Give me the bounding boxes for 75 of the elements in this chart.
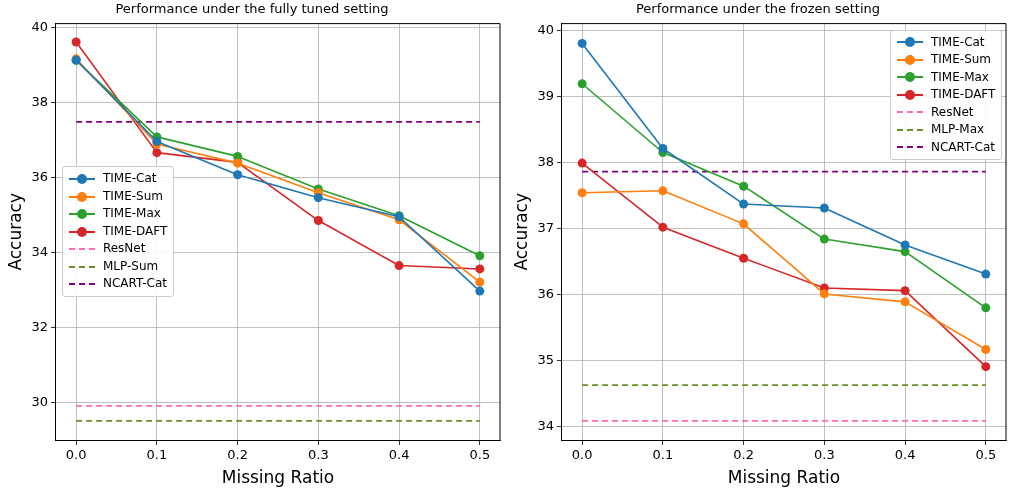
point	[819, 234, 829, 244]
legend-label: TIME-Max	[102, 205, 161, 223]
x-axis-title: Missing Ratio	[727, 467, 841, 488]
legend-label: TIME-Sum	[931, 51, 992, 69]
point	[577, 38, 587, 48]
x-tick-label: 0.0	[571, 447, 593, 463]
point	[152, 148, 162, 158]
point	[475, 286, 485, 296]
chart-title: Performance under the frozen setting	[635, 1, 881, 17]
point	[313, 193, 323, 203]
point	[900, 286, 910, 296]
point	[981, 344, 991, 354]
legend-label: MLP-Max	[931, 121, 985, 139]
point	[819, 203, 829, 213]
y-tick-label: 32	[31, 318, 48, 334]
x-axis-title: Missing Ratio	[221, 467, 335, 488]
legend-label: TIME-Max	[931, 68, 989, 86]
y-tick-label: 30	[31, 393, 48, 409]
point	[71, 37, 81, 47]
chart-title: Performance under the fully tuned setting	[115, 1, 389, 17]
point	[739, 219, 749, 229]
x-tick-label: 0.5	[975, 447, 997, 463]
legend-label: TIME-Cat	[102, 170, 157, 188]
legend-label: ResNet	[102, 240, 146, 258]
point	[739, 253, 749, 263]
y-tick-label: 34	[31, 243, 48, 259]
legend-label: TIME-Cat	[931, 33, 985, 51]
legend-label: ResNet	[931, 103, 974, 121]
legend-label: TIME-Sum	[102, 187, 163, 205]
x-tick-label: 0.5	[469, 447, 491, 463]
point	[819, 289, 829, 299]
x-tick-label: 0.2	[227, 447, 248, 463]
point	[981, 269, 991, 279]
point	[658, 186, 668, 196]
y-tick-label: 36	[31, 168, 48, 184]
legend-label: TIME-DAFT	[102, 222, 168, 240]
legend-label: TIME-DAFT	[931, 86, 996, 104]
y-tick-label: 40	[537, 21, 554, 37]
y-tick-label: 40	[31, 18, 48, 34]
x-tick-label: 0.3	[308, 447, 329, 463]
y-tick-label: 38	[537, 153, 554, 169]
legend-label: MLP-Sum	[102, 257, 159, 275]
x-tick-label: 0.4	[894, 447, 916, 463]
x-tick-label: 0.2	[733, 447, 754, 463]
x-tick-label: 0.3	[814, 447, 835, 463]
point	[475, 264, 485, 274]
x-tick-label: 0.1	[652, 447, 674, 463]
y-axis-title: Accuracy	[510, 192, 531, 271]
x-tick-label: 0.4	[388, 447, 410, 463]
point	[900, 297, 910, 307]
y-tick-label: 39	[537, 87, 554, 103]
point	[475, 251, 485, 261]
legend-label: NCART-Cat	[931, 138, 996, 156]
y-tick-label: 35	[537, 352, 554, 368]
legend-label: NCART-Cat	[102, 275, 167, 293]
y-tick-label: 37	[537, 219, 554, 235]
point	[233, 170, 243, 180]
point	[394, 261, 404, 271]
point	[577, 188, 587, 198]
point	[658, 222, 668, 232]
point	[577, 158, 587, 168]
point	[981, 303, 991, 313]
point	[981, 362, 991, 372]
y-axis-title: Accuracy	[4, 192, 25, 271]
point	[577, 79, 587, 89]
point	[313, 216, 323, 226]
point	[475, 277, 485, 287]
y-tick-label: 36	[537, 285, 554, 301]
x-tick-label: 0.1	[146, 447, 168, 463]
x-tick-label: 0.0	[65, 447, 87, 463]
point	[739, 181, 749, 191]
point	[900, 240, 910, 250]
point	[739, 199, 749, 209]
y-tick-label: 38	[31, 93, 48, 109]
y-tick-label: 34	[537, 418, 554, 434]
